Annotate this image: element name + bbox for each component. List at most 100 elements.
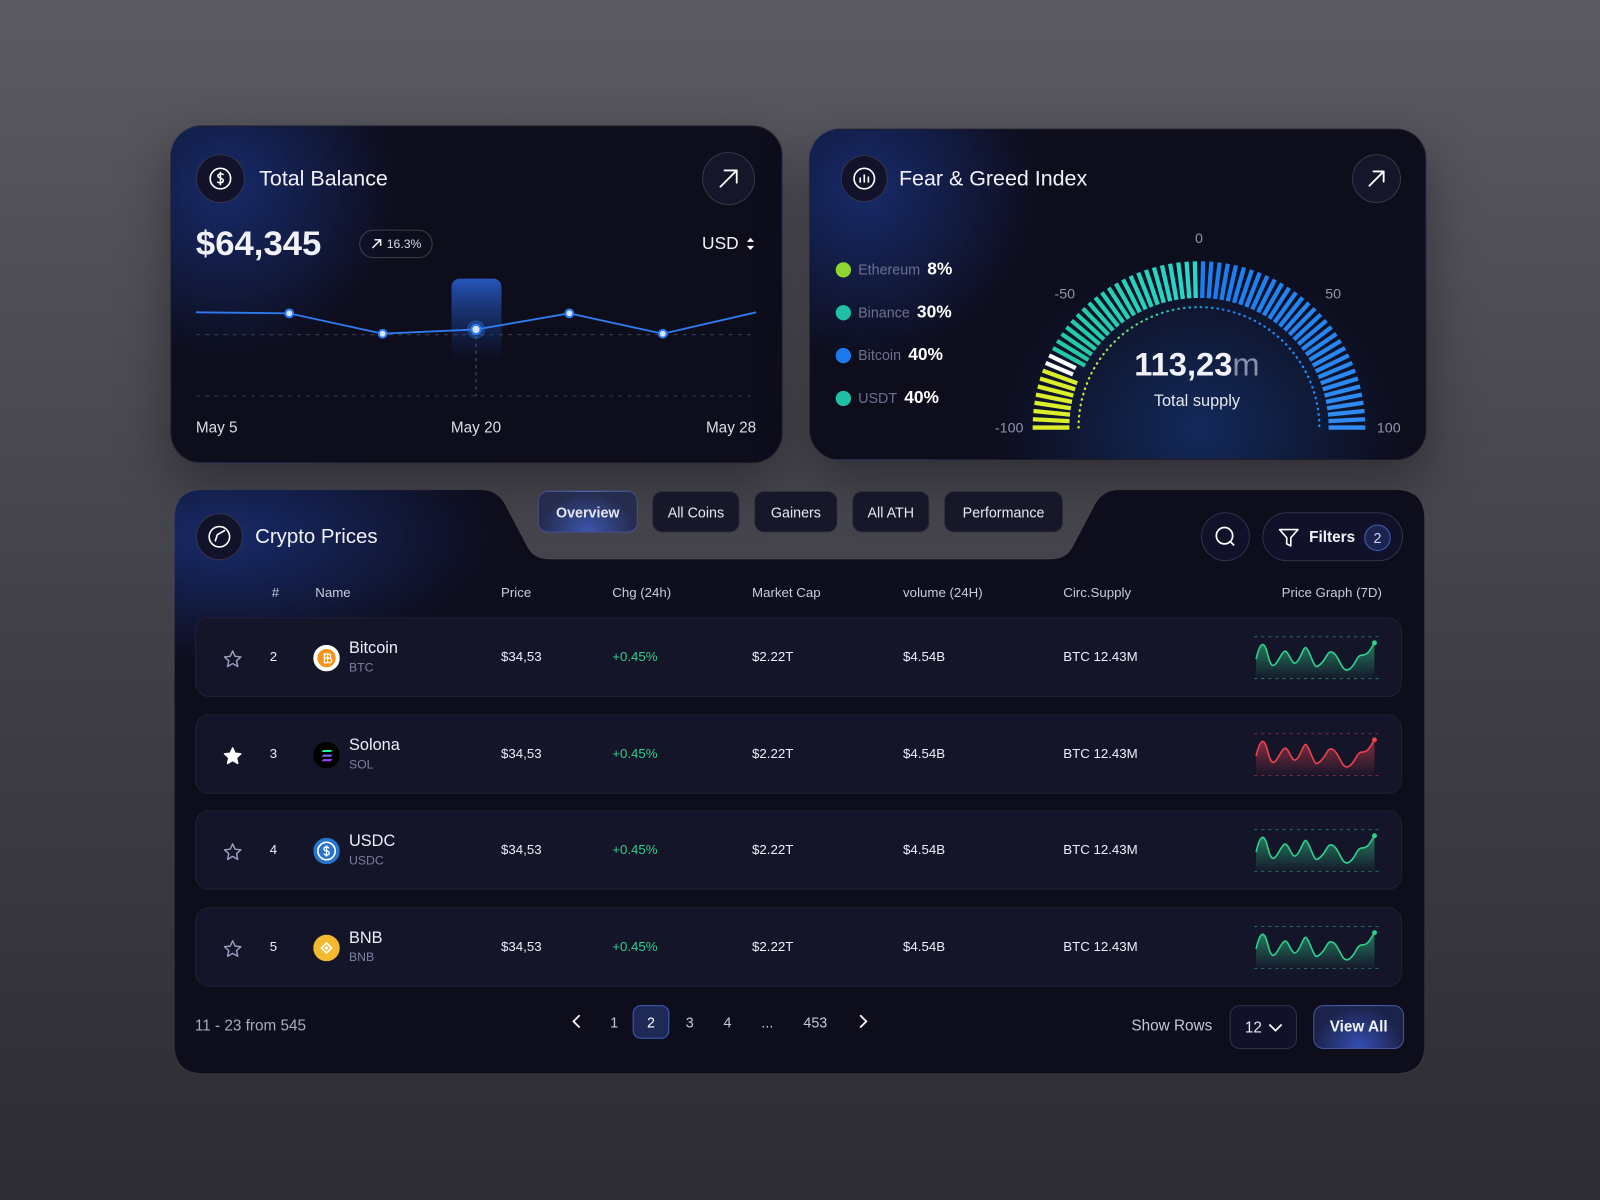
gauge-segment (1044, 360, 1074, 377)
gauge-segment (1167, 263, 1179, 301)
gauge-segment (1232, 266, 1247, 304)
legend-name: Bitcoin (858, 346, 902, 364)
gauge-segment (1304, 332, 1338, 357)
data-point (470, 323, 482, 336)
card-title: Fear & Greed Index (898, 167, 1088, 191)
coin-symbol: BTC (348, 660, 374, 675)
change: +0.45% (612, 841, 658, 858)
coin-symbol: SOL (348, 756, 374, 771)
gauge-segment (1256, 278, 1277, 314)
column-header: Price Graph (7D) (1281, 584, 1382, 600)
search-button[interactable] (1201, 512, 1250, 562)
gauge-segment (1065, 325, 1097, 352)
tab[interactable]: Performance (943, 490, 1064, 533)
legend-value: 40% (904, 387, 939, 408)
page-number[interactable]: 453 (803, 1013, 828, 1031)
price: $34,53 (501, 938, 542, 954)
graph-line (1255, 931, 1376, 961)
filters-button[interactable]: Filters 2 (1262, 512, 1404, 562)
favorite-star[interactable] (222, 745, 242, 765)
star-shape (223, 650, 242, 668)
favorite-star[interactable] (222, 938, 242, 958)
page-number[interactable]: 2 (632, 1005, 670, 1039)
change: +0.45% (612, 745, 658, 761)
graph-area (1256, 932, 1375, 969)
currency-select[interactable]: USD (702, 233, 755, 255)
x-axis-label: May 28 (706, 420, 756, 437)
up-arrow-icon (371, 239, 382, 249)
card-title: Crypto Prices (255, 525, 378, 548)
sort-icon (746, 237, 754, 250)
range-text: 11 - 23 from 545 (194, 1017, 307, 1035)
gauge-segment (1034, 400, 1072, 411)
circ-supply: BTC 12.43M (1063, 841, 1138, 858)
rank: 3 (269, 745, 278, 761)
tab[interactable]: All ATH (852, 490, 930, 533)
favorite-star[interactable] (222, 649, 242, 669)
gauge-segment (1272, 291, 1298, 324)
table-row: 3 Solona SOL $34,53 +0.45% $2.22T $4.54B BTC 12… (194, 713, 1403, 794)
filters-label: Filters (1309, 528, 1356, 546)
coin-name: Solona (348, 736, 400, 754)
gauge-tick-label: 0 (1195, 231, 1203, 247)
balance-icon (195, 154, 245, 204)
gauge-glow (994, 254, 1403, 460)
prev-page[interactable] (569, 1013, 585, 1029)
gauge-segment (1032, 417, 1070, 424)
gauge-segment (1308, 338, 1343, 362)
coin-ring (317, 841, 337, 861)
data-point (657, 328, 668, 339)
coin-name: USDC (348, 832, 396, 850)
page-number[interactable]: 1 (610, 1013, 619, 1031)
arrow-icon (719, 169, 738, 188)
open-button[interactable] (1352, 154, 1402, 204)
gauge-segment (1225, 264, 1239, 302)
gauge-segment (1314, 353, 1350, 374)
legend-dot (835, 304, 852, 320)
column-header: Market Cap (752, 584, 821, 600)
view-all-button[interactable]: View All (1313, 1005, 1405, 1049)
next-page[interactable] (854, 1013, 870, 1029)
currency: USD (702, 233, 739, 254)
open-button[interactable] (702, 152, 756, 206)
arrow-icon (1368, 170, 1385, 187)
coin-symbol: USDC (348, 853, 384, 868)
gauge-segment (1113, 282, 1137, 317)
column-header: Circ.Supply (1063, 584, 1132, 600)
graph-area (1256, 739, 1375, 777)
gauge-segment (1278, 296, 1305, 328)
total-unit: m (1232, 345, 1260, 383)
gauge-segment (1100, 291, 1126, 324)
rows-select[interactable]: 12 (1229, 1005, 1297, 1049)
prices-icon (195, 513, 243, 561)
tab[interactable]: Overview (537, 490, 638, 533)
column-header: Chg (24h) (612, 584, 672, 600)
gauge-segment (1327, 408, 1365, 417)
tab[interactable]: All Coins (652, 490, 740, 533)
page-number[interactable]: ... (761, 1013, 774, 1031)
highlight-bar (451, 278, 502, 363)
page-number[interactable]: 3 (685, 1013, 694, 1031)
graph-area (1256, 642, 1375, 680)
coin-glyph (323, 653, 333, 664)
table-row: 5 BNB BNB $34,53 +0.45% $2.22T $4.54B BTC 12.43… (194, 906, 1403, 987)
page-number[interactable]: 4 (723, 1013, 732, 1031)
show-rows-label: Show Rows (1131, 1017, 1213, 1035)
column-header: Price (501, 584, 532, 600)
rank: 2 (269, 648, 278, 665)
change: +0.45% (612, 648, 658, 665)
gauge-segment (1320, 368, 1356, 386)
table-row: 2 Bitcoin BTC $34,53 +0.45% $2.22T $4.54B BTC 1… (194, 617, 1403, 697)
gauge-segment (1039, 376, 1076, 392)
tab[interactable]: Gainers (754, 490, 838, 533)
coin-name: BNB (348, 929, 383, 947)
gauge-segment (1070, 318, 1102, 346)
coin-glyph (321, 754, 333, 757)
market-cap: $2.22T (752, 745, 794, 761)
gauge-segment (1250, 275, 1270, 311)
price-graph (1254, 732, 1379, 777)
favorite-star[interactable] (222, 842, 242, 862)
gauge-segment (1296, 318, 1328, 346)
star-shape (223, 746, 242, 764)
price: $34,53 (501, 648, 542, 665)
